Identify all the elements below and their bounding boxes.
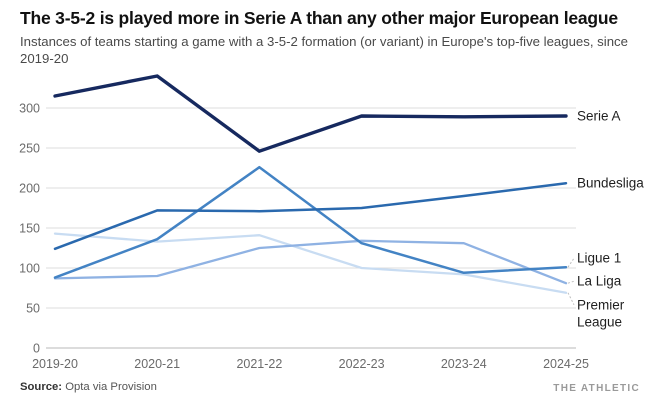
x-tick-label: 2024-25 <box>543 357 589 371</box>
series-label-line: Bundesliga <box>577 176 644 191</box>
series-line-ligue-1 <box>53 165 568 279</box>
x-tick-label: 2019-20 <box>32 357 78 371</box>
y-tick-label: 100 <box>19 262 40 276</box>
series-label-line: Premier <box>577 297 625 312</box>
series-label-serie-a: Serie A <box>577 109 621 124</box>
series-label-line: Serie A <box>577 109 621 124</box>
source-text: Opta via Provision <box>62 381 157 393</box>
x-tick-label: 2021-22 <box>236 357 282 371</box>
label-leader-ligue-1 <box>567 257 575 268</box>
series-label-ligue-1: Ligue 1 <box>577 251 621 266</box>
series-line-serie-a <box>53 74 568 153</box>
y-tick-label: 300 <box>19 102 40 116</box>
chart-title: The 3-5-2 is played more in Serie A than… <box>20 8 618 28</box>
y-tick-label: 150 <box>19 222 40 236</box>
series-label-premier-league: Premier League <box>577 297 625 329</box>
series-label-line: Ligue 1 <box>577 251 621 266</box>
y-tick-label: 0 <box>33 342 40 356</box>
series-line-la-liga <box>53 239 568 285</box>
series-line-bundesliga <box>53 181 568 251</box>
series-label-bundesliga: Bundesliga <box>577 176 644 191</box>
y-tick-label: 250 <box>19 142 40 156</box>
chart-subtitle: Instances of teams starting a game with … <box>20 34 628 67</box>
source-label: Source: <box>20 381 63 393</box>
brand-logo: THE ATHLETIC <box>553 383 640 394</box>
label-leader-la-liga <box>567 280 575 284</box>
x-tick-label: 2020-21 <box>134 357 180 371</box>
series-label-line: League <box>577 314 622 329</box>
label-leader-premier-league <box>567 292 575 306</box>
series-line-premier-league <box>53 232 568 294</box>
source-note: Source: Opta via Provision <box>20 381 157 393</box>
series-label-line: La Liga <box>577 274 622 289</box>
x-tick-label: 2023-24 <box>441 357 487 371</box>
y-tick-label: 50 <box>26 302 40 316</box>
series-label-la-liga: La Liga <box>577 274 622 289</box>
x-tick-label: 2022-23 <box>339 357 385 371</box>
y-tick-label: 200 <box>19 182 40 196</box>
